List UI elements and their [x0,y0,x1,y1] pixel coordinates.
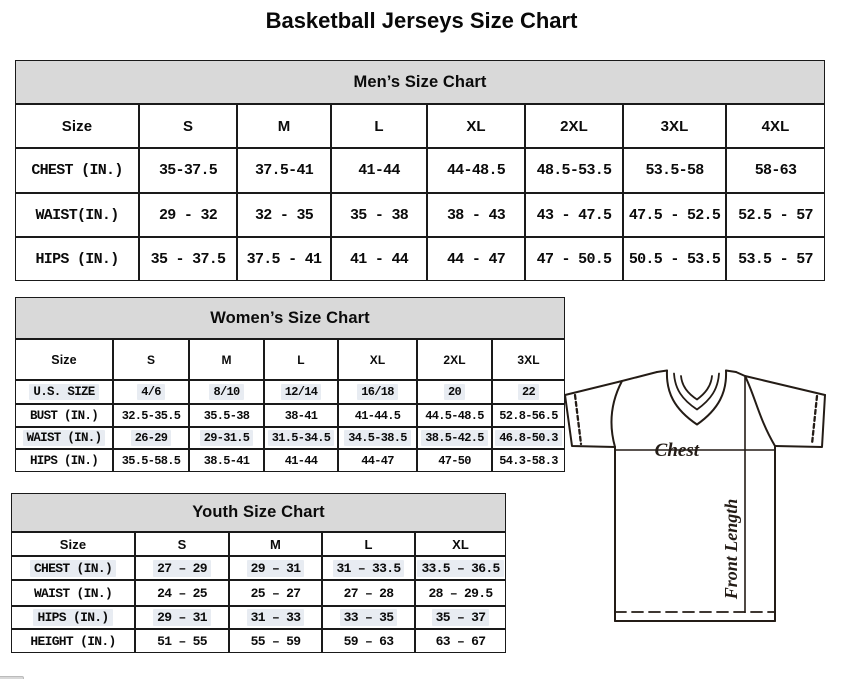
svg-text:Front Length: Front Length [721,499,741,601]
svg-text:Chest: Chest [655,440,700,461]
